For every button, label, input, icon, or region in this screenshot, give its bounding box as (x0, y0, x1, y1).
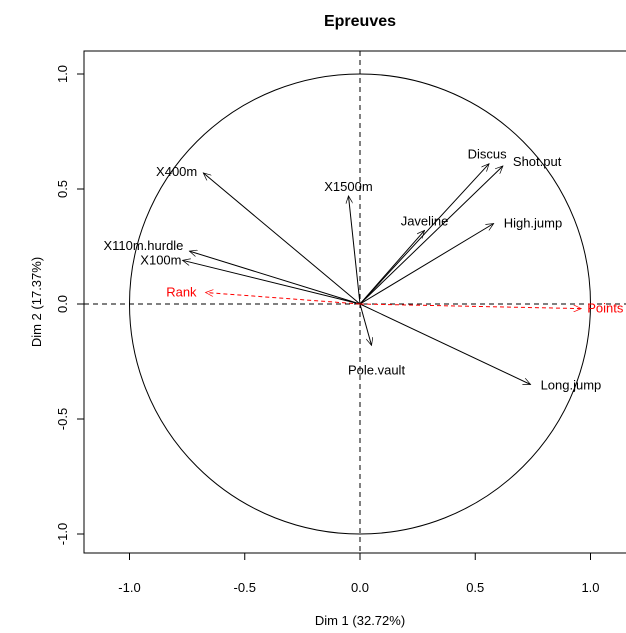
arrow-points (359, 303, 581, 309)
y-axis: -1.0 -0.5 0.0 0.5 1.0 (55, 65, 85, 545)
reference-lines-layer (84, 51, 626, 553)
y-tick-label: 0.5 (55, 180, 70, 198)
arrow-x400m (203, 173, 361, 305)
arrow-rank (206, 293, 361, 305)
arrow-discus (359, 164, 489, 305)
x-axis: -1.0 -0.5 0.0 0.5 1.0 (118, 552, 600, 595)
y-tick-label: -1.0 (55, 523, 70, 545)
label-x400m: X400m (156, 164, 197, 179)
arrow-x100m (183, 260, 361, 305)
x-axis-title: Dim 1 (32.72%) (315, 613, 405, 628)
y-tick-label: -0.5 (55, 408, 70, 430)
variable-arrows-layer (183, 164, 582, 385)
label-rank: Rank (166, 285, 197, 300)
label-javeline: Javeline (401, 213, 449, 228)
x-tick-label: 0.5 (466, 580, 484, 595)
label-points: Points (587, 301, 624, 316)
arrow-long-jump (359, 303, 531, 385)
arrow-javeline (359, 230, 425, 305)
label-discus: Discus (468, 147, 508, 162)
label-high-jump: High.jump (504, 216, 563, 231)
arrow-shot-put (359, 166, 503, 305)
y-tick-label: 0.0 (55, 295, 70, 313)
label-x1500m: X1500m (324, 179, 372, 194)
arrow-high-jump (359, 224, 494, 305)
label-long-jump: Long.jump (541, 378, 602, 393)
label-x100m: X100m (140, 252, 181, 267)
label-pole-vault: Pole.vault (348, 362, 405, 377)
x-tick-label: 1.0 (581, 580, 599, 595)
y-axis-title: Dim 2 (17.37%) (29, 257, 44, 347)
label-x110m-hurdle: X110m.hurdle (103, 238, 183, 253)
x-tick-label: -1.0 (118, 580, 140, 595)
label-shot-put: Shot.put (513, 154, 562, 169)
arrow-x110m-hurdle (189, 251, 361, 305)
y-tick-label: 1.0 (55, 65, 70, 83)
chart-title: Epreuves (324, 13, 396, 30)
x-tick-label: -0.5 (234, 580, 256, 595)
x-tick-label: 0.0 (351, 580, 369, 595)
arrow-x1500m (348, 196, 361, 305)
arrow-pole-vault (359, 303, 372, 345)
